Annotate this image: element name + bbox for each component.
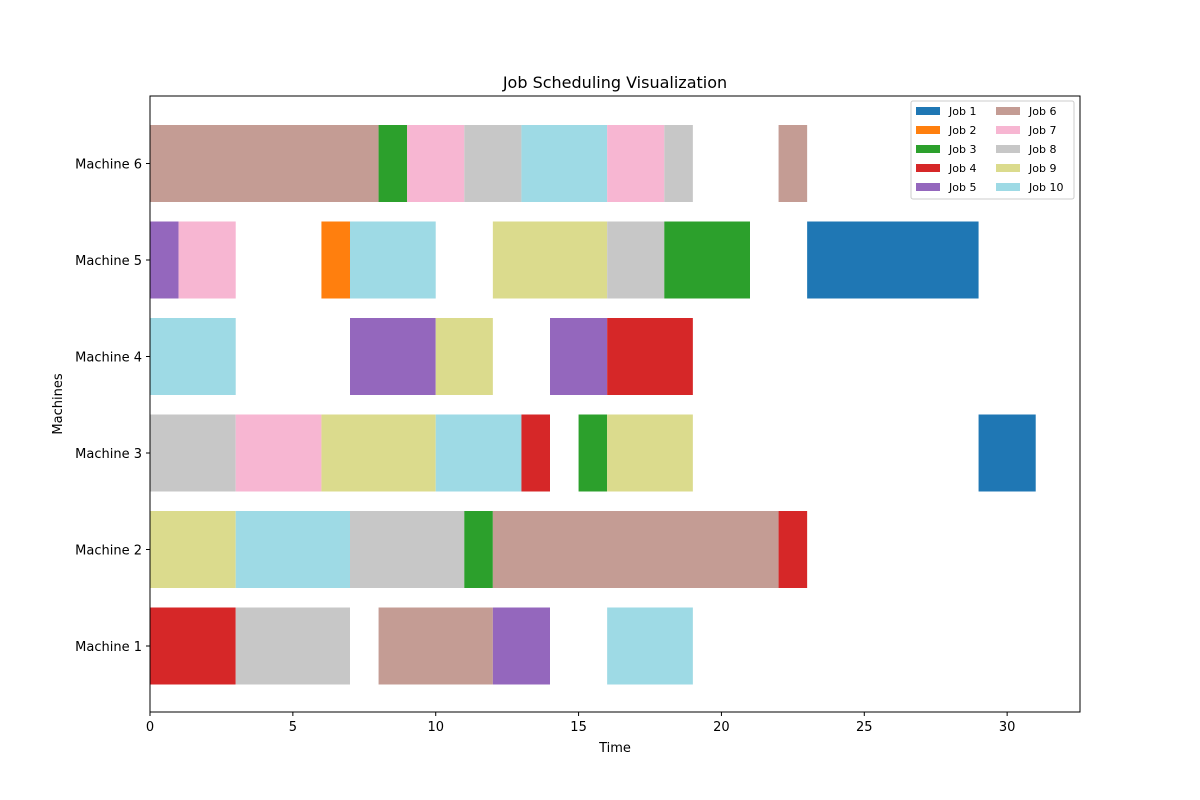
- legend-swatch: [996, 145, 1020, 153]
- x-tick-label: 5: [289, 720, 297, 735]
- task-bar: [178, 221, 236, 299]
- task-bar: [321, 414, 436, 492]
- x-tick-label: 0: [146, 720, 154, 735]
- task-bar: [150, 607, 236, 685]
- task-bar: [492, 221, 608, 299]
- task-bar: [807, 221, 979, 299]
- legend-label: Job 8: [1028, 143, 1056, 156]
- x-tick-label: 10: [427, 720, 444, 735]
- task-bar: [378, 125, 408, 202]
- task-bar: [492, 511, 779, 588]
- task-bar: [378, 607, 493, 685]
- task-bar: [607, 318, 693, 395]
- task-bar: [435, 318, 493, 395]
- legend-label: Job 2: [948, 124, 976, 137]
- y-axis-ticks: Machine 1 Machine 2 Machine 3 Machine 4 Mach…: [75, 158, 150, 655]
- task-bar: [607, 607, 693, 685]
- task-bar: [521, 125, 608, 202]
- task-bar: [235, 414, 322, 492]
- task-bar: [150, 221, 179, 299]
- x-tick-label: 30: [999, 720, 1016, 735]
- legend-swatch: [916, 145, 940, 153]
- legend-swatch: [916, 126, 940, 134]
- task-bar: [150, 318, 236, 395]
- task-bar: [578, 414, 608, 492]
- task-bar: [235, 607, 350, 685]
- legend: Job 1 Job 2 Job 3 Job 4 Job 5 Job 6 Job 7 Job 8…: [910, 100, 1075, 200]
- legend-swatch: [916, 164, 940, 172]
- task-bar: [978, 414, 1036, 492]
- task-bar: [464, 125, 522, 202]
- legend-label: Job 1: [948, 105, 976, 118]
- task-bar: [150, 414, 236, 492]
- task-bar: [521, 414, 550, 492]
- task-bar: [150, 125, 379, 202]
- task-bar: [607, 125, 665, 202]
- task-bar: [350, 511, 465, 588]
- legend-label: Job 10: [1028, 181, 1063, 194]
- y-tick-label: Machine 6: [75, 158, 142, 173]
- legend-swatch: [996, 164, 1020, 172]
- y-tick-label: Machine 1: [75, 640, 142, 655]
- legend-swatch: [996, 107, 1020, 115]
- legend-label: Job 4: [948, 162, 976, 175]
- legend-swatch: [996, 126, 1020, 134]
- task-bar: [235, 511, 350, 588]
- plot-frame: [149, 95, 1081, 713]
- task-bar: [664, 221, 750, 299]
- task-bar: [350, 318, 436, 395]
- x-axis-ticks: 0 5 10 15 20 25 30: [146, 712, 1016, 735]
- task-bars: [150, 125, 1036, 685]
- x-axis-label: Time: [598, 741, 631, 756]
- x-tick-label: 15: [570, 720, 587, 735]
- legend-frame: [910, 100, 1075, 200]
- legend-label: Job 3: [948, 143, 976, 156]
- task-bar: [492, 607, 550, 685]
- legend-label: Job 6: [1028, 105, 1056, 118]
- task-bar: [150, 511, 236, 588]
- task-bar: [350, 221, 436, 299]
- y-tick-label: Machine 5: [75, 254, 142, 269]
- y-tick-label: Machine 2: [75, 544, 142, 559]
- task-bar: [407, 125, 465, 202]
- task-bar: [464, 511, 493, 588]
- task-bar: [321, 221, 350, 299]
- legend-label: Job 5: [948, 181, 976, 194]
- x-tick-label: 20: [713, 720, 730, 735]
- y-tick-label: Machine 4: [75, 351, 142, 366]
- y-axis-label: Machines: [51, 373, 66, 434]
- task-bar: [778, 125, 808, 202]
- legend-label: Job 7: [1028, 124, 1056, 137]
- legend-swatch: [996, 183, 1020, 191]
- legend-label: Job 9: [1028, 162, 1056, 175]
- legend-swatch: [916, 107, 940, 115]
- task-bar: [607, 414, 693, 492]
- task-bar: [664, 125, 693, 202]
- legend-swatch: [916, 183, 940, 191]
- task-bar: [550, 318, 608, 395]
- chart-title: Job Scheduling Visualization: [502, 73, 727, 92]
- task-bar: [435, 414, 522, 492]
- y-tick-label: Machine 3: [75, 447, 142, 462]
- task-bar: [778, 511, 808, 588]
- x-tick-label: 25: [856, 720, 873, 735]
- task-bar: [607, 221, 665, 299]
